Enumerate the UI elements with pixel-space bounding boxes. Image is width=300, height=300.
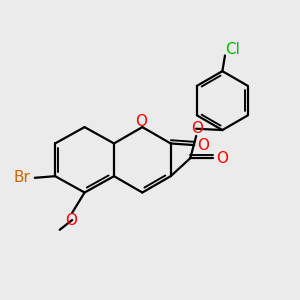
Text: O: O bbox=[191, 121, 203, 136]
Text: Br: Br bbox=[14, 170, 31, 185]
Text: O: O bbox=[216, 151, 228, 166]
Text: O: O bbox=[135, 114, 147, 129]
Text: O: O bbox=[65, 212, 77, 227]
Text: Cl: Cl bbox=[225, 42, 240, 57]
Text: O: O bbox=[197, 138, 209, 153]
